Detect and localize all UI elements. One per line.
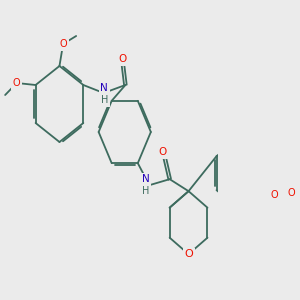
Text: N: N [100, 83, 108, 93]
Text: O: O [287, 188, 295, 198]
Text: O: O [184, 249, 193, 259]
Text: H: H [101, 95, 108, 105]
Text: O: O [118, 54, 127, 64]
Text: O: O [59, 39, 67, 49]
Text: O: O [271, 190, 278, 200]
Text: O: O [13, 78, 21, 88]
Text: N: N [142, 174, 150, 184]
Text: O: O [158, 147, 166, 157]
Text: H: H [142, 186, 149, 196]
